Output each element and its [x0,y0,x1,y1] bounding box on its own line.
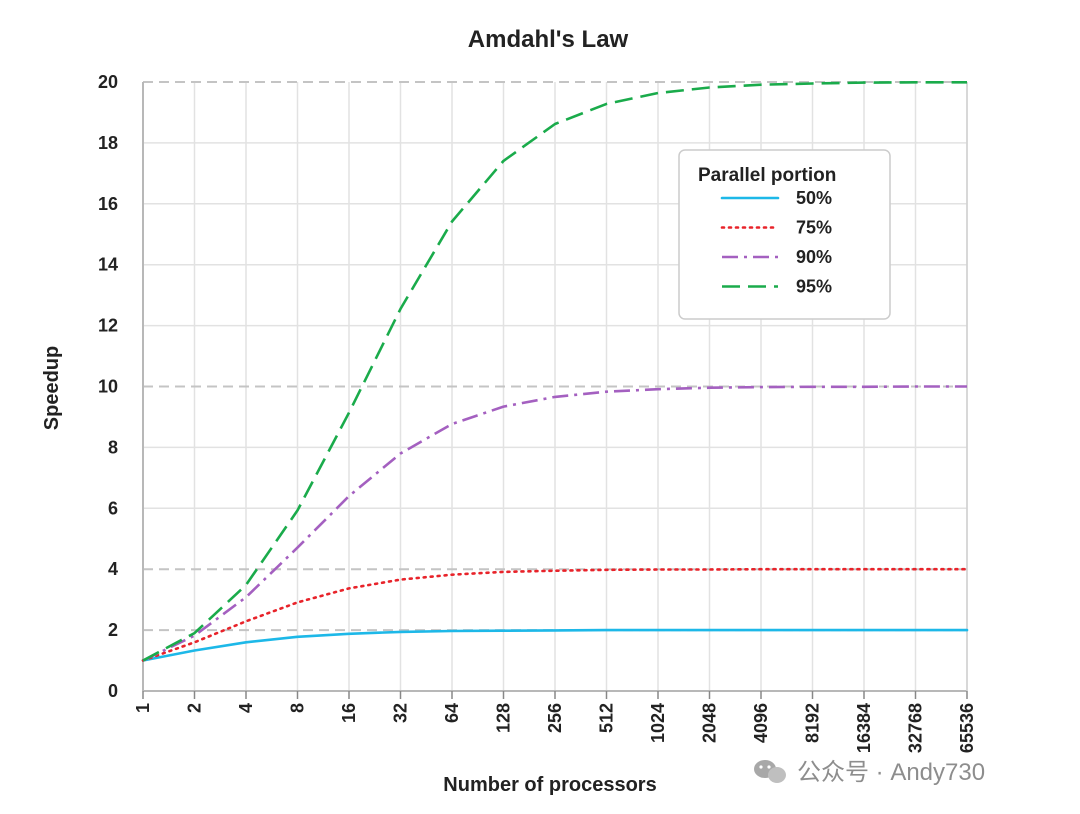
x-tick-label: 4096 [751,703,771,743]
axes [142,82,968,699]
legend-label-75pct: 75% [796,218,832,238]
legend-label-95pct: 95% [796,277,832,297]
x-tick-label: 4 [236,703,256,713]
y-tick-label: 16 [98,194,118,214]
series-layer [141,81,969,662]
x-tick-label: 1 [133,703,153,713]
chart-title: Amdahl's Law [468,26,629,53]
legend: Parallel portion 50% 75% 90% 95% [678,149,891,320]
y-tick-label: 0 [108,681,118,701]
legend-box [678,149,891,320]
y-tick-label: 10 [98,377,118,397]
x-tick-label: 128 [494,703,514,733]
wechat-icon [754,760,786,783]
y-tick-label: 6 [108,498,118,518]
series-line-90pct [142,385,967,662]
series-line-95pct [142,81,967,662]
x-tick-label: 32 [391,703,411,723]
x-tick-label: 2 [185,703,205,713]
x-tick-label: 65536 [957,703,977,753]
y-axis-title: Speedup [41,346,63,430]
watermark-credit-text: 公众号 · Andy730 [797,759,985,786]
x-tick-label: 8 [288,703,308,713]
y-tick-label: 20 [98,72,118,92]
x-tick-label: 16 [339,703,359,723]
x-tick-label: 2048 [700,703,720,743]
x-tick-label: 256 [545,703,565,733]
y-tick-label: 18 [98,133,118,153]
x-axis-title: Number of processors [443,774,656,796]
series-line-75pct [141,567,969,662]
tick-labels: 1 2 4 8 16 32 64 128 256 512 1024 2048 4096 8192 16384… [98,72,977,753]
legend-label-90pct: 90% [796,247,832,267]
y-tick-label: 4 [108,559,118,579]
x-tick-label: 64 [442,703,462,723]
y-tick-label: 2 [108,620,118,640]
watermark-credit: 公众号 · Andy730 [754,759,985,786]
y-tick-label: 14 [98,255,118,275]
y-tick-label: 12 [98,316,118,336]
x-tick-label: 8192 [803,703,823,743]
legend-label-50pct: 50% [796,188,832,208]
x-tick-label: 32768 [906,703,926,753]
legend-title: Parallel portion [698,165,836,186]
y-tick-label: 8 [108,437,118,457]
x-tick-label: 1024 [648,703,668,743]
series-line-50pct [141,628,969,662]
x-tick-label: 512 [597,703,617,733]
x-tick-label: 16384 [854,703,874,753]
legend-items: 50% 75% 90% 95% [720,188,832,297]
